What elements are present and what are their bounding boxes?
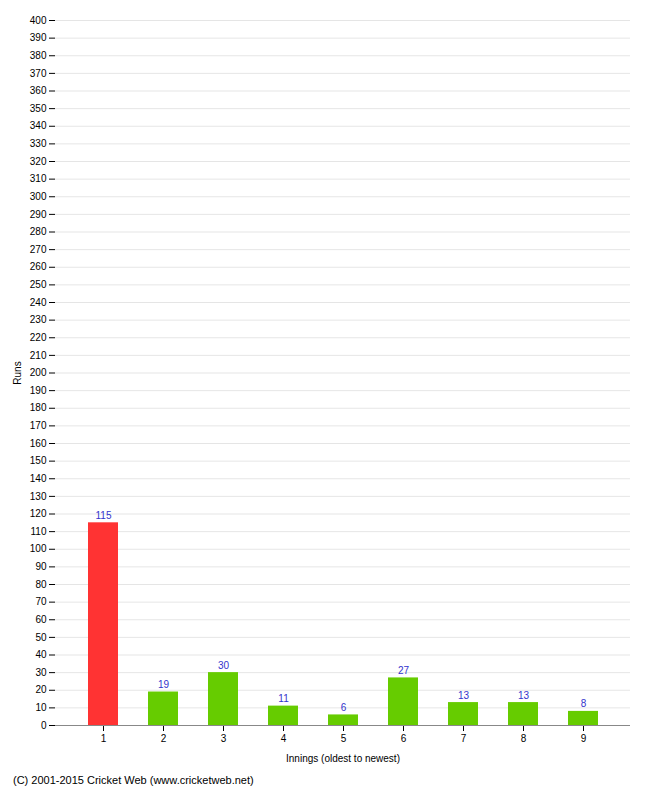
svg-text:9: 9 [581, 733, 587, 744]
svg-text:280: 280 [30, 226, 47, 237]
svg-text:13: 13 [458, 690, 470, 701]
svg-text:170: 170 [30, 420, 47, 431]
svg-text:11: 11 [278, 693, 289, 704]
svg-text:90: 90 [35, 561, 47, 572]
svg-text:100: 100 [30, 543, 47, 554]
svg-text:40: 40 [35, 649, 47, 660]
svg-text:140: 140 [30, 473, 47, 484]
svg-text:300: 300 [30, 191, 47, 202]
svg-text:8: 8 [581, 698, 587, 709]
svg-text:8: 8 [521, 733, 527, 744]
svg-text:370: 370 [30, 68, 47, 79]
svg-text:6: 6 [401, 733, 407, 744]
svg-text:240: 240 [30, 297, 47, 308]
svg-text:330: 330 [30, 138, 47, 149]
svg-text:260: 260 [30, 261, 47, 272]
svg-text:250: 250 [30, 279, 47, 290]
svg-text:30: 30 [218, 660, 230, 671]
svg-text:3: 3 [221, 733, 227, 744]
svg-text:130: 130 [30, 491, 47, 502]
svg-text:4: 4 [281, 733, 287, 744]
svg-text:60: 60 [35, 614, 47, 625]
svg-text:10: 10 [35, 702, 47, 713]
svg-text:150: 150 [30, 455, 47, 466]
svg-text:13: 13 [518, 690, 530, 701]
svg-text:210: 210 [30, 350, 47, 361]
svg-text:Innings (oldest to newest): Innings (oldest to newest) [286, 753, 400, 764]
svg-text:110: 110 [31, 526, 47, 537]
svg-text:7: 7 [461, 733, 467, 744]
svg-text:360: 360 [30, 85, 47, 96]
svg-text:350: 350 [30, 103, 47, 114]
svg-text:380: 380 [30, 50, 47, 61]
svg-text:200: 200 [30, 367, 47, 378]
svg-text:6: 6 [341, 702, 347, 713]
svg-text:0: 0 [41, 720, 47, 731]
svg-text:310: 310 [30, 173, 47, 184]
svg-text:5: 5 [341, 733, 347, 744]
svg-text:320: 320 [30, 156, 47, 167]
svg-text:180: 180 [30, 402, 47, 413]
svg-text:290: 290 [30, 209, 47, 220]
svg-text:115: 115 [96, 510, 112, 521]
svg-text:19: 19 [158, 679, 170, 690]
svg-text:1: 1 [101, 733, 107, 744]
svg-text:27: 27 [398, 665, 410, 676]
svg-text:220: 220 [30, 332, 47, 343]
svg-text:270: 270 [30, 244, 47, 255]
svg-text:120: 120 [30, 508, 47, 519]
svg-text:2: 2 [161, 733, 167, 744]
svg-text:Runs: Runs [12, 361, 23, 384]
svg-text:160: 160 [30, 438, 47, 449]
svg-text:70: 70 [35, 596, 47, 607]
svg-text:390: 390 [30, 32, 47, 43]
svg-text:340: 340 [30, 120, 47, 131]
svg-text:190: 190 [30, 385, 47, 396]
svg-text:20: 20 [35, 684, 47, 695]
svg-text:50: 50 [35, 632, 47, 643]
html-text:(C) 2001-2015 Cricket Web (www: (C) 2001-2015 Cricket Web (www.cricketwe… [13, 774, 254, 786]
svg-text:400: 400 [30, 15, 47, 26]
svg-text:80: 80 [35, 579, 47, 590]
svg-text:230: 230 [30, 314, 47, 325]
svg-text:30: 30 [35, 667, 47, 678]
